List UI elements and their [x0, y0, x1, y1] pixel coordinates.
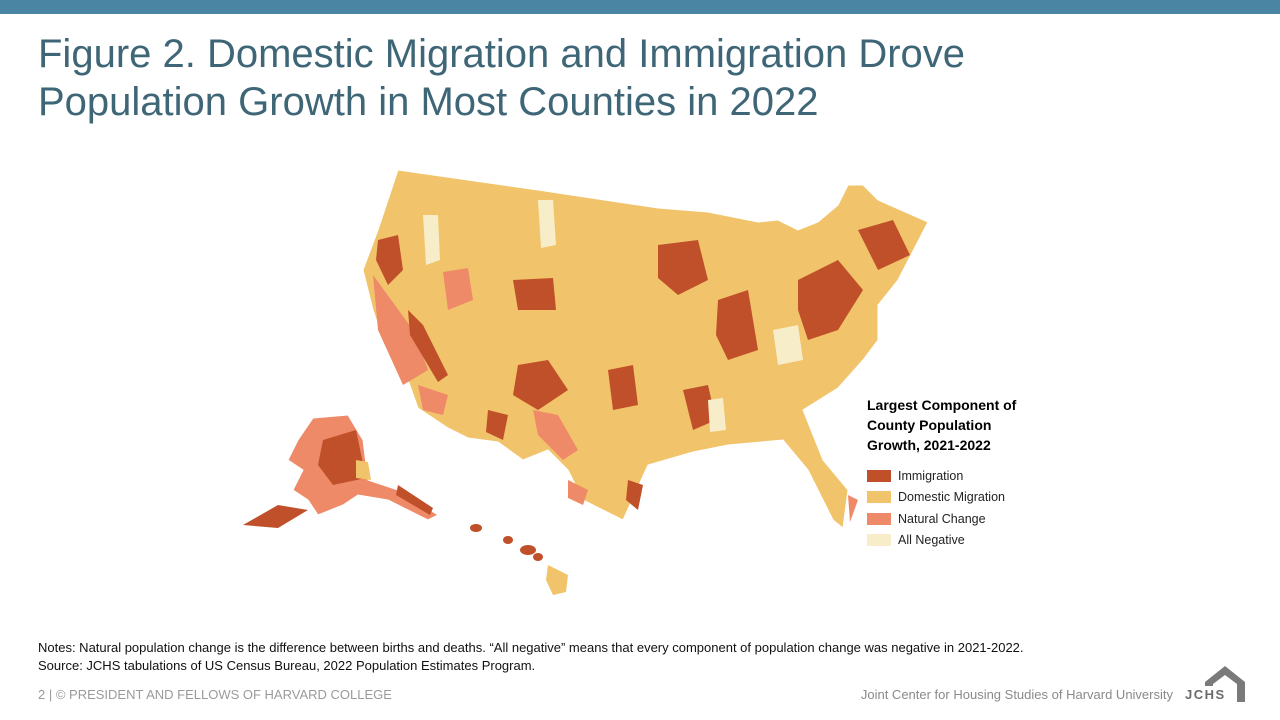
legend-swatch	[867, 469, 891, 482]
us-county-map	[243, 169, 929, 595]
legend-item-all-negative: All Negative	[867, 530, 1067, 552]
legend-label: Natural Change	[898, 511, 986, 526]
legend-label: All Negative	[898, 533, 965, 548]
footer-copyright: 2 | © PRESIDENT AND FELLOWS OF HARVARD C…	[38, 687, 392, 702]
legend-item-domestic-migration: Domestic Migration	[867, 487, 1067, 509]
legend-label: Domestic Migration	[898, 490, 1005, 505]
legend-swatch	[867, 534, 891, 547]
legend-swatch	[867, 512, 891, 525]
mainland-us	[362, 169, 929, 529]
source-line: Source: JCHS tabulations of US Census Bu…	[38, 658, 536, 673]
legend-swatch	[867, 491, 891, 504]
legend-item-immigration: Immigration	[867, 465, 1067, 487]
footer-organization: Joint Center for Housing Studies of Harv…	[860, 687, 1173, 702]
title-line-1: Figure 2. Domestic Migration and Immigra…	[38, 32, 966, 76]
legend-item-natural-change: Natural Change	[867, 508, 1067, 530]
page-title: Figure 2. Domestic Migration and Immigra…	[38, 30, 1138, 126]
notes-line: Notes: Natural population change is the …	[38, 640, 1024, 655]
legend-title-line-1: Largest Component of	[867, 397, 1017, 413]
jchs-house-icon	[1205, 666, 1245, 702]
mainland-base	[362, 169, 929, 529]
legend-label: Immigration	[898, 468, 964, 483]
header-bar	[0, 0, 1280, 14]
alaska	[243, 414, 440, 528]
hawaii	[470, 524, 568, 595]
map-legend: Largest Component of County Population G…	[867, 395, 1067, 551]
notes: Notes: Natural population change is the …	[38, 639, 1238, 675]
title-line-2: Population Growth in Most Counties in 20…	[38, 80, 819, 124]
jchs-logo-text: JCHS	[1185, 687, 1226, 702]
legend-title: Largest Component of County Population G…	[867, 395, 1047, 455]
legend-title-line-3: Growth, 2021-2022	[867, 437, 991, 453]
legend-title-line-2: County Population	[867, 417, 992, 433]
